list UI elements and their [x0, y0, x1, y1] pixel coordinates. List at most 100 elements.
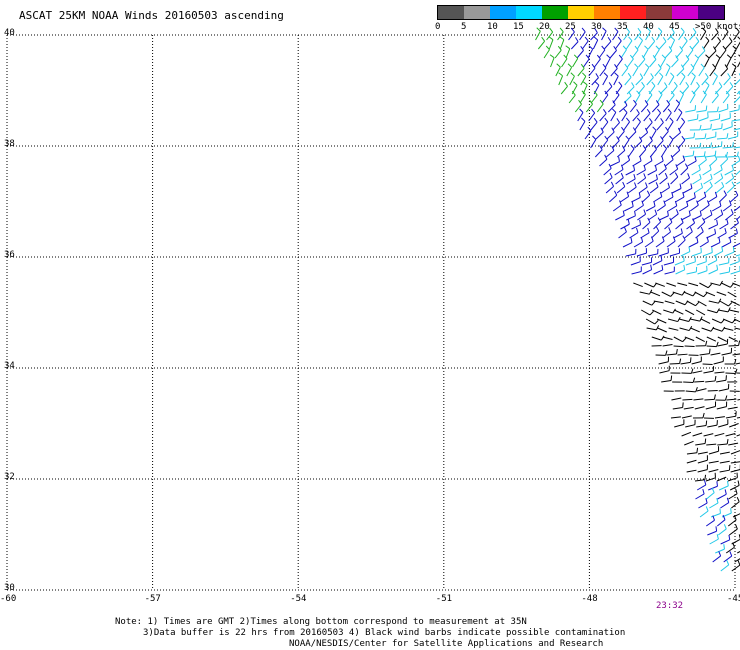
wind-barb	[568, 27, 575, 41]
wind-barb	[667, 200, 678, 212]
wind-barb	[590, 117, 598, 131]
wind-barb	[658, 356, 670, 365]
wind-barb	[560, 81, 568, 95]
wind-barb	[568, 90, 576, 104]
wind-barb	[700, 90, 707, 104]
wind-barb	[725, 208, 734, 221]
longitude-tick-label: -57	[144, 594, 161, 604]
wind-barb	[728, 228, 738, 239]
legend-swatch	[620, 6, 646, 19]
wind-barb	[709, 534, 719, 545]
legend-tick-label: 10	[487, 22, 498, 32]
wind-barb	[736, 372, 740, 374]
legend-tick-label: >50 knots	[695, 22, 740, 32]
wind-barb	[729, 309, 740, 313]
wind-barb	[616, 145, 626, 158]
wind-barb	[724, 358, 737, 365]
wind-barb	[692, 432, 703, 437]
wind-barb	[716, 476, 727, 482]
wind-barb	[707, 308, 720, 314]
wind-barb	[653, 217, 662, 230]
wind-barb	[690, 72, 696, 86]
wind-barb	[704, 394, 716, 401]
wind-barb	[703, 433, 714, 437]
wind-barb	[537, 36, 546, 50]
wind-barb	[678, 117, 686, 131]
wind-barb	[662, 227, 671, 239]
wind-barb	[719, 218, 729, 230]
wind-barb	[561, 54, 568, 68]
wind-barb	[642, 264, 653, 275]
wind-barb	[654, 156, 664, 167]
wind-barb	[729, 104, 740, 113]
wind-barb	[696, 388, 707, 392]
wind-barb	[726, 54, 732, 68]
wind-barb	[610, 108, 617, 122]
legend-tick-label: 25	[565, 22, 576, 32]
wind-barb	[709, 63, 717, 77]
wind-barb	[658, 37, 667, 50]
wind-barb	[610, 64, 618, 77]
wind-barb	[723, 551, 733, 563]
wind-barb	[720, 534, 731, 545]
wind-barb	[647, 36, 656, 50]
wind-barb	[722, 142, 734, 149]
wind-barb	[569, 72, 575, 86]
longitude-tick-label: -54	[290, 594, 307, 604]
wind-barb	[670, 172, 679, 185]
wind-barb	[596, 99, 604, 113]
wind-barb	[694, 291, 708, 298]
wind-barb	[699, 506, 709, 518]
wind-barb	[734, 558, 740, 563]
wind-barb	[728, 488, 738, 500]
wind-barb	[664, 300, 675, 305]
wind-barb	[724, 247, 735, 257]
wind-barb	[664, 192, 674, 203]
wind-barb	[681, 368, 694, 374]
wind-barb	[601, 117, 609, 131]
wind-barb	[676, 64, 685, 77]
wind-barb	[722, 121, 733, 131]
wind-barb	[637, 81, 645, 95]
wind-barb	[697, 464, 708, 473]
wind-barb	[712, 72, 718, 86]
wind-barb	[695, 438, 707, 446]
wind-barb	[718, 190, 727, 203]
wind-barb	[676, 155, 686, 167]
wind-barb	[711, 123, 723, 131]
wind-barb	[685, 256, 696, 266]
wind-barb	[682, 398, 693, 401]
map-title: ASCAT 25KM NOAA Winds 20160503 ascending	[19, 9, 284, 22]
wind-barb	[718, 419, 729, 428]
wind-barb	[705, 150, 717, 158]
wind-barb	[719, 300, 733, 307]
wind-barb	[656, 27, 663, 41]
wind-barb	[720, 64, 729, 77]
wind-barb	[653, 300, 664, 304]
wind-barb	[590, 135, 597, 149]
wind-barb	[736, 181, 740, 185]
wind-barb	[625, 36, 633, 50]
wind-barb	[708, 469, 719, 473]
wind-barb	[655, 350, 668, 356]
wind-barb	[714, 173, 724, 185]
wind-barb	[643, 108, 651, 122]
wind-barb	[683, 150, 695, 158]
wind-barb	[695, 336, 705, 342]
wind-barb	[730, 45, 737, 59]
wind-barb	[669, 358, 682, 365]
wind-barb	[631, 45, 639, 59]
wind-barb	[728, 442, 739, 446]
wind-barb	[650, 291, 661, 297]
wind-barb	[607, 100, 616, 113]
wind-barb	[641, 257, 653, 266]
wind-barb	[605, 181, 615, 194]
wind-barb	[698, 63, 705, 77]
wind-barb	[681, 415, 692, 419]
wind-barb	[633, 282, 643, 288]
wind-barb	[601, 27, 607, 41]
wind-barb	[637, 173, 647, 185]
wind-barb	[708, 46, 717, 59]
wind-barb	[685, 386, 698, 393]
